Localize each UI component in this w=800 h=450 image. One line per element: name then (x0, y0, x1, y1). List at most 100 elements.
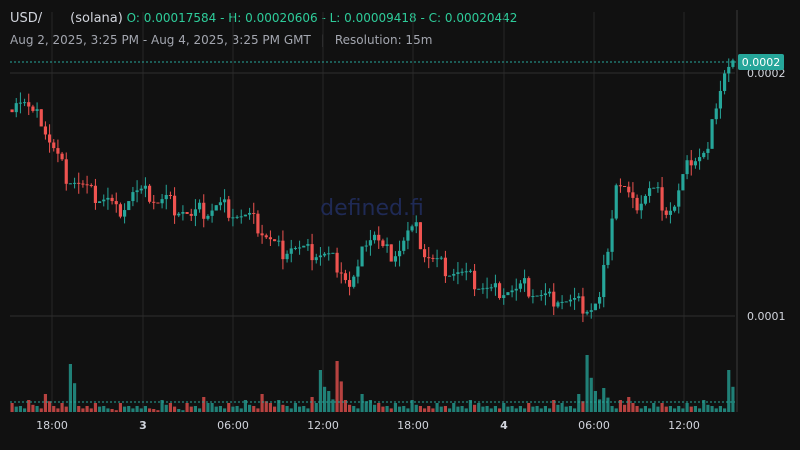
volume-bar (727, 370, 731, 412)
volume-bar (639, 408, 643, 412)
volume-bar (202, 397, 206, 412)
candle-body (668, 210, 672, 215)
volume-bar (81, 408, 85, 412)
candle-body (710, 119, 714, 149)
volume-bar (198, 408, 202, 412)
candle-body (327, 253, 331, 255)
ohlc-values: O: 0.00017584 - H: 0.00020606 - L: 0.000… (126, 11, 518, 25)
candle-body (473, 270, 477, 290)
volume-bar (573, 408, 577, 412)
volume-bar (660, 403, 664, 412)
candle-body (110, 197, 114, 202)
volume-bar (335, 361, 339, 412)
candle-body (643, 195, 647, 204)
candle-body (114, 201, 118, 205)
candle-body (581, 296, 585, 314)
candle-body (156, 202, 160, 204)
volume-bar (514, 408, 518, 412)
x-tick-label: 12:00 (668, 419, 700, 432)
volume-bar (477, 403, 481, 412)
volume-bar (143, 406, 147, 412)
candle-body (410, 226, 414, 231)
volume-bar (114, 410, 118, 412)
volume-bar (714, 408, 718, 412)
candle-body (639, 203, 643, 211)
volume-bar (131, 408, 135, 412)
volume-bar (106, 408, 110, 412)
volume-bar (718, 406, 722, 412)
candle-body (118, 204, 122, 217)
volume-bar (635, 406, 639, 412)
volume-bar (331, 399, 335, 412)
volume-bar (364, 401, 368, 412)
candle-body (160, 199, 164, 204)
volume-bar (398, 406, 402, 412)
candle-body (677, 190, 681, 207)
volume-bar (648, 408, 652, 412)
volume-bar (239, 408, 243, 412)
candle-body (231, 217, 235, 219)
candle-body (514, 288, 518, 291)
volume-bar (473, 404, 477, 412)
candle-body (431, 257, 435, 259)
volume-bar (723, 408, 727, 412)
candle-body (368, 240, 372, 246)
volume-bar (493, 406, 497, 412)
volume-bar (373, 404, 377, 412)
candle-body (577, 296, 581, 299)
candle-body (273, 239, 277, 242)
candle-body (89, 185, 93, 187)
volume-bar (698, 408, 702, 412)
candle-body (81, 183, 85, 185)
candle-body (506, 292, 510, 296)
candle-body (48, 134, 52, 143)
volume-bar (85, 406, 89, 412)
candle-body (652, 187, 656, 189)
candle-body (477, 288, 481, 290)
volume-bar (98, 406, 102, 412)
candle-body (98, 201, 102, 204)
volume-bar (414, 404, 418, 412)
candle-body (498, 283, 502, 299)
candle-body (635, 197, 639, 211)
candle-body (627, 186, 631, 193)
candle-body (181, 211, 185, 214)
volume-bar (168, 403, 172, 412)
volume-bar (135, 406, 139, 412)
volume-bar (298, 406, 302, 412)
volume-bar (185, 403, 189, 412)
volume-bar (631, 403, 635, 412)
candle-body (681, 174, 685, 191)
candle-body (10, 109, 14, 113)
volume-bar (248, 404, 252, 412)
volume-bar (560, 403, 564, 412)
volume-bar (643, 406, 647, 412)
volume-bar (127, 406, 131, 412)
volume-bar (285, 406, 289, 412)
volume-bar (502, 403, 506, 412)
volume-bar (206, 403, 210, 412)
volume-bar (564, 406, 568, 412)
volume-bar (543, 406, 547, 412)
symbol-label: USD/ (10, 11, 43, 26)
volume-bar (27, 400, 31, 412)
volume-bar (348, 404, 352, 412)
candle-body (302, 245, 306, 248)
candle-body (14, 103, 18, 113)
candle-body (277, 240, 281, 242)
last-price-tag (738, 54, 784, 70)
candle-body (206, 215, 210, 219)
candle-body (502, 295, 506, 299)
candle-body (568, 299, 572, 302)
volume-bar (210, 403, 214, 412)
volume-bar (152, 409, 156, 412)
candle-body (268, 237, 272, 240)
candle-body (352, 276, 356, 287)
candle-body (531, 296, 535, 298)
candle-body (664, 210, 668, 215)
candle-body (685, 160, 689, 175)
candle-body (293, 247, 297, 249)
volume-bar (618, 400, 622, 412)
x-tick-label: 06:00 (578, 419, 610, 432)
